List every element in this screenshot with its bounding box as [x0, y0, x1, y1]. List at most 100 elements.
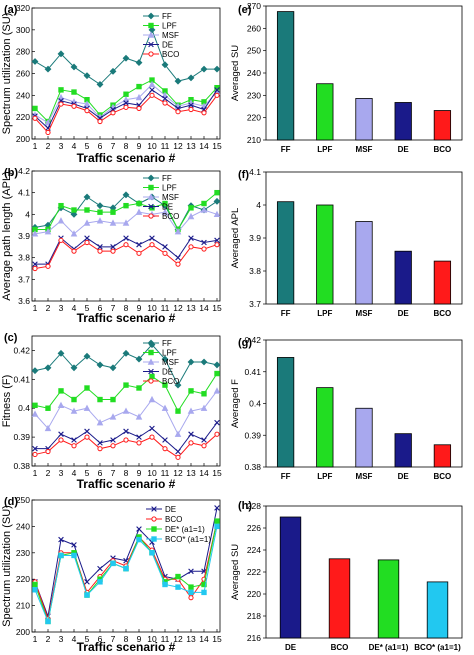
legend-label: DE	[165, 505, 176, 514]
data-point	[175, 448, 181, 455]
x-tick-label: 3	[59, 468, 64, 478]
data-point	[57, 349, 65, 357]
y-axis-label: Averaged SU	[230, 45, 241, 101]
x-tick-label: MSF	[356, 472, 373, 481]
x-tick-label: 9	[137, 303, 142, 313]
data-point	[149, 92, 155, 98]
data-point	[187, 212, 195, 220]
y-tick-label: 0.42	[13, 345, 30, 355]
data-point	[71, 542, 77, 548]
data-point	[122, 407, 130, 414]
y-tick-label: 220	[247, 113, 261, 123]
y-tick-label: 280	[16, 47, 30, 57]
x-tick-label: MSF	[356, 145, 373, 154]
data-point	[136, 241, 142, 248]
y-tick-label: 210	[247, 135, 261, 145]
legend-marker	[151, 506, 157, 512]
data-point	[213, 65, 221, 73]
data-point	[97, 440, 103, 446]
x-tick-label: 5	[85, 634, 90, 644]
data-point	[213, 361, 221, 369]
data-point	[201, 581, 207, 588]
data-point	[174, 381, 182, 389]
data-point	[110, 437, 116, 443]
data-point	[109, 413, 117, 420]
data-point	[162, 250, 168, 256]
panel-label: (c)	[4, 332, 18, 344]
legend-label: LPF	[162, 22, 177, 31]
x-tick-label: FF	[281, 309, 291, 318]
bar-chart-g: 0.38 0.39 0.4 0.41 0.42 FF LPF MSF DE BCO (g) Avera…	[230, 335, 463, 481]
y-tick-label: 3.9	[249, 233, 261, 243]
y-tick-label: 0.4	[249, 399, 261, 409]
x-tick-label: 12	[173, 141, 183, 151]
data-point	[122, 349, 130, 357]
data-point	[32, 105, 38, 112]
data-point	[200, 206, 208, 213]
y-tick-label: 4	[256, 200, 261, 210]
data-point	[201, 200, 207, 207]
data-point	[175, 109, 181, 115]
y-tick-label: 3.7	[249, 299, 261, 309]
data-point	[136, 536, 142, 543]
bar-msf	[355, 98, 373, 141]
bar-bco	[433, 260, 452, 305]
x-tick-label: 8	[124, 141, 129, 151]
x-tick-label: 5	[85, 303, 90, 313]
data-point	[44, 424, 52, 432]
y-axis-label: Averaged F	[230, 379, 241, 428]
data-point	[84, 428, 90, 435]
data-point	[136, 83, 142, 90]
y-tick-label: 230	[247, 90, 261, 100]
data-point	[174, 228, 182, 235]
panel-label: (e)	[238, 4, 252, 16]
x-tick-label: 11	[161, 468, 170, 478]
data-point	[188, 205, 194, 211]
data-point	[135, 59, 143, 67]
data-point	[83, 219, 91, 226]
data-point	[201, 589, 207, 596]
x-tick-label: MSF	[356, 309, 373, 318]
bar-de	[394, 250, 412, 305]
data-point	[136, 200, 142, 207]
data-point	[83, 352, 91, 360]
data-point	[83, 72, 91, 80]
x-tick-label: 11	[161, 303, 170, 313]
x-tick-label: 4	[72, 303, 77, 313]
data-point	[44, 65, 52, 73]
panel-label: (h)	[238, 500, 252, 512]
data-point	[97, 565, 103, 572]
x-tick-label: 7	[111, 468, 116, 478]
y-tick-label: 226	[247, 523, 261, 533]
y-tick-label: 270	[247, 1, 261, 11]
y-tick-label: 250	[16, 495, 30, 505]
y-tick-label: 240	[247, 68, 261, 78]
x-tick-label: 13	[186, 634, 196, 644]
data-point	[200, 404, 208, 411]
legend-marker	[148, 213, 154, 219]
legend-label: BCO	[162, 212, 179, 221]
x-tick-label: DE	[285, 643, 297, 652]
x-tick-label: 4	[72, 141, 77, 151]
bar-de	[394, 102, 412, 141]
data-point	[187, 74, 195, 82]
series-msf	[31, 206, 221, 237]
x-tick-label: 1	[33, 141, 38, 151]
x-tick-label: 14	[199, 468, 209, 478]
legend-marker	[147, 12, 155, 20]
data-point	[58, 101, 64, 107]
bar-lpf	[316, 83, 334, 141]
x-tick-label: 6	[98, 468, 103, 478]
legend-marker	[147, 339, 155, 347]
data-point	[148, 395, 156, 403]
data-point	[32, 261, 38, 267]
data-point	[136, 526, 142, 532]
data-point	[149, 87, 155, 93]
data-point	[187, 358, 195, 366]
series-bco-a1-1-	[32, 523, 220, 625]
x-tick-label: 1	[33, 468, 38, 478]
data-point	[162, 437, 168, 443]
data-point	[149, 373, 155, 380]
data-point	[162, 581, 168, 588]
